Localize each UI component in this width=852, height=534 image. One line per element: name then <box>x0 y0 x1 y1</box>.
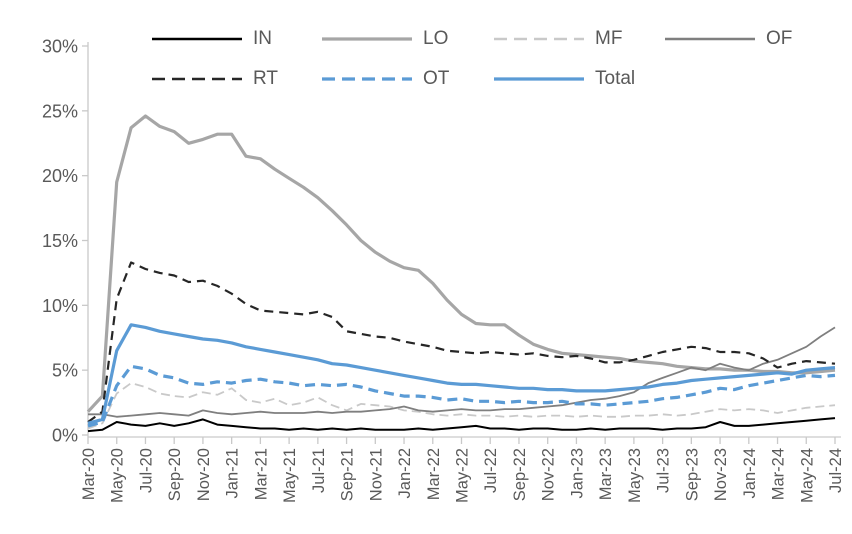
x-tick-label: Jan-23 <box>568 448 586 498</box>
x-tick-label: May-22 <box>454 448 472 503</box>
legend-item-total: Total <box>494 68 635 90</box>
y-tick-label: 30% <box>42 37 78 57</box>
x-tick-label: Sep-21 <box>339 448 357 501</box>
x-tick-label: Mar-21 <box>252 448 270 500</box>
legend-item-mf: MF <box>494 28 622 50</box>
legend-label-of: OF <box>766 28 793 49</box>
legend-line-swatch-ot <box>322 77 412 81</box>
y-tick-label: 10% <box>42 296 78 316</box>
x-tick-label: Sep-22 <box>511 448 529 501</box>
series-line-in <box>87 417 836 433</box>
x-tick-label: Jul-24 <box>827 448 845 493</box>
series-line-total <box>87 323 836 425</box>
x-tick-label: Nov-20 <box>195 448 213 501</box>
legend-item-of: OF <box>665 28 792 50</box>
x-tick-label: Jan-21 <box>224 448 242 498</box>
legend-line-swatch-total <box>494 77 584 81</box>
legend-line-swatch-mf <box>494 37 584 41</box>
chart-legend: IN LO MF OF RT OT Total <box>0 0 852 110</box>
x-tick-label: May-21 <box>281 448 299 503</box>
legend-line-swatch-in <box>152 37 242 41</box>
x-tick-label: Mar-24 <box>770 448 788 500</box>
x-tick-label: Nov-21 <box>367 448 385 501</box>
y-tick-label: 25% <box>42 101 78 121</box>
x-tick-label: Nov-23 <box>712 448 730 501</box>
x-tick-label: Jul-23 <box>655 448 673 493</box>
x-tick-label: May-20 <box>109 448 127 503</box>
x-tick-label: Nov-22 <box>540 448 558 501</box>
legend-line-swatch-rt <box>152 77 242 81</box>
y-tick-label: 5% <box>52 361 78 381</box>
legend-item-lo: LO <box>322 28 448 50</box>
x-tick-label: Sep-23 <box>683 448 701 501</box>
series-line-lo <box>86 114 836 413</box>
legend-label-ot: OT <box>423 68 450 89</box>
x-tick-label: May-24 <box>798 448 816 503</box>
x-tick-label: Jan-22 <box>396 448 414 498</box>
series-line-rt <box>87 261 836 423</box>
legend-item-in: IN <box>152 28 272 50</box>
legend-label-lo: LO <box>423 28 449 49</box>
legend-label-mf: MF <box>595 28 623 49</box>
legend-line-swatch-lo <box>322 37 412 41</box>
x-tick-label: Mar-22 <box>425 448 443 500</box>
y-tick-label: 15% <box>42 231 78 251</box>
x-tick-label: Mar-20 <box>80 448 98 500</box>
legend-label-total: Total <box>595 68 636 89</box>
legend-label-rt: RT <box>253 68 278 89</box>
legend-item-rt: RT <box>152 68 278 90</box>
x-tick-label: Jul-21 <box>310 448 328 493</box>
series-line-mf <box>87 382 836 430</box>
x-tick-label: Jul-22 <box>482 448 500 493</box>
series-line-ot <box>87 364 836 428</box>
y-tick-label: 20% <box>42 166 78 186</box>
x-tick-label: Sep-20 <box>166 448 184 501</box>
legend-item-ot: OT <box>322 68 449 90</box>
x-tick-label: Jul-20 <box>137 448 155 493</box>
x-tick-label: Jan-24 <box>741 448 759 498</box>
series-line-of <box>88 326 836 418</box>
y-tick-label: 0% <box>52 426 78 446</box>
legend-line-swatch-of <box>665 37 755 41</box>
legend-label-in: IN <box>253 28 272 49</box>
x-tick-label: Mar-23 <box>597 448 615 500</box>
x-tick-label: May-23 <box>626 448 644 503</box>
